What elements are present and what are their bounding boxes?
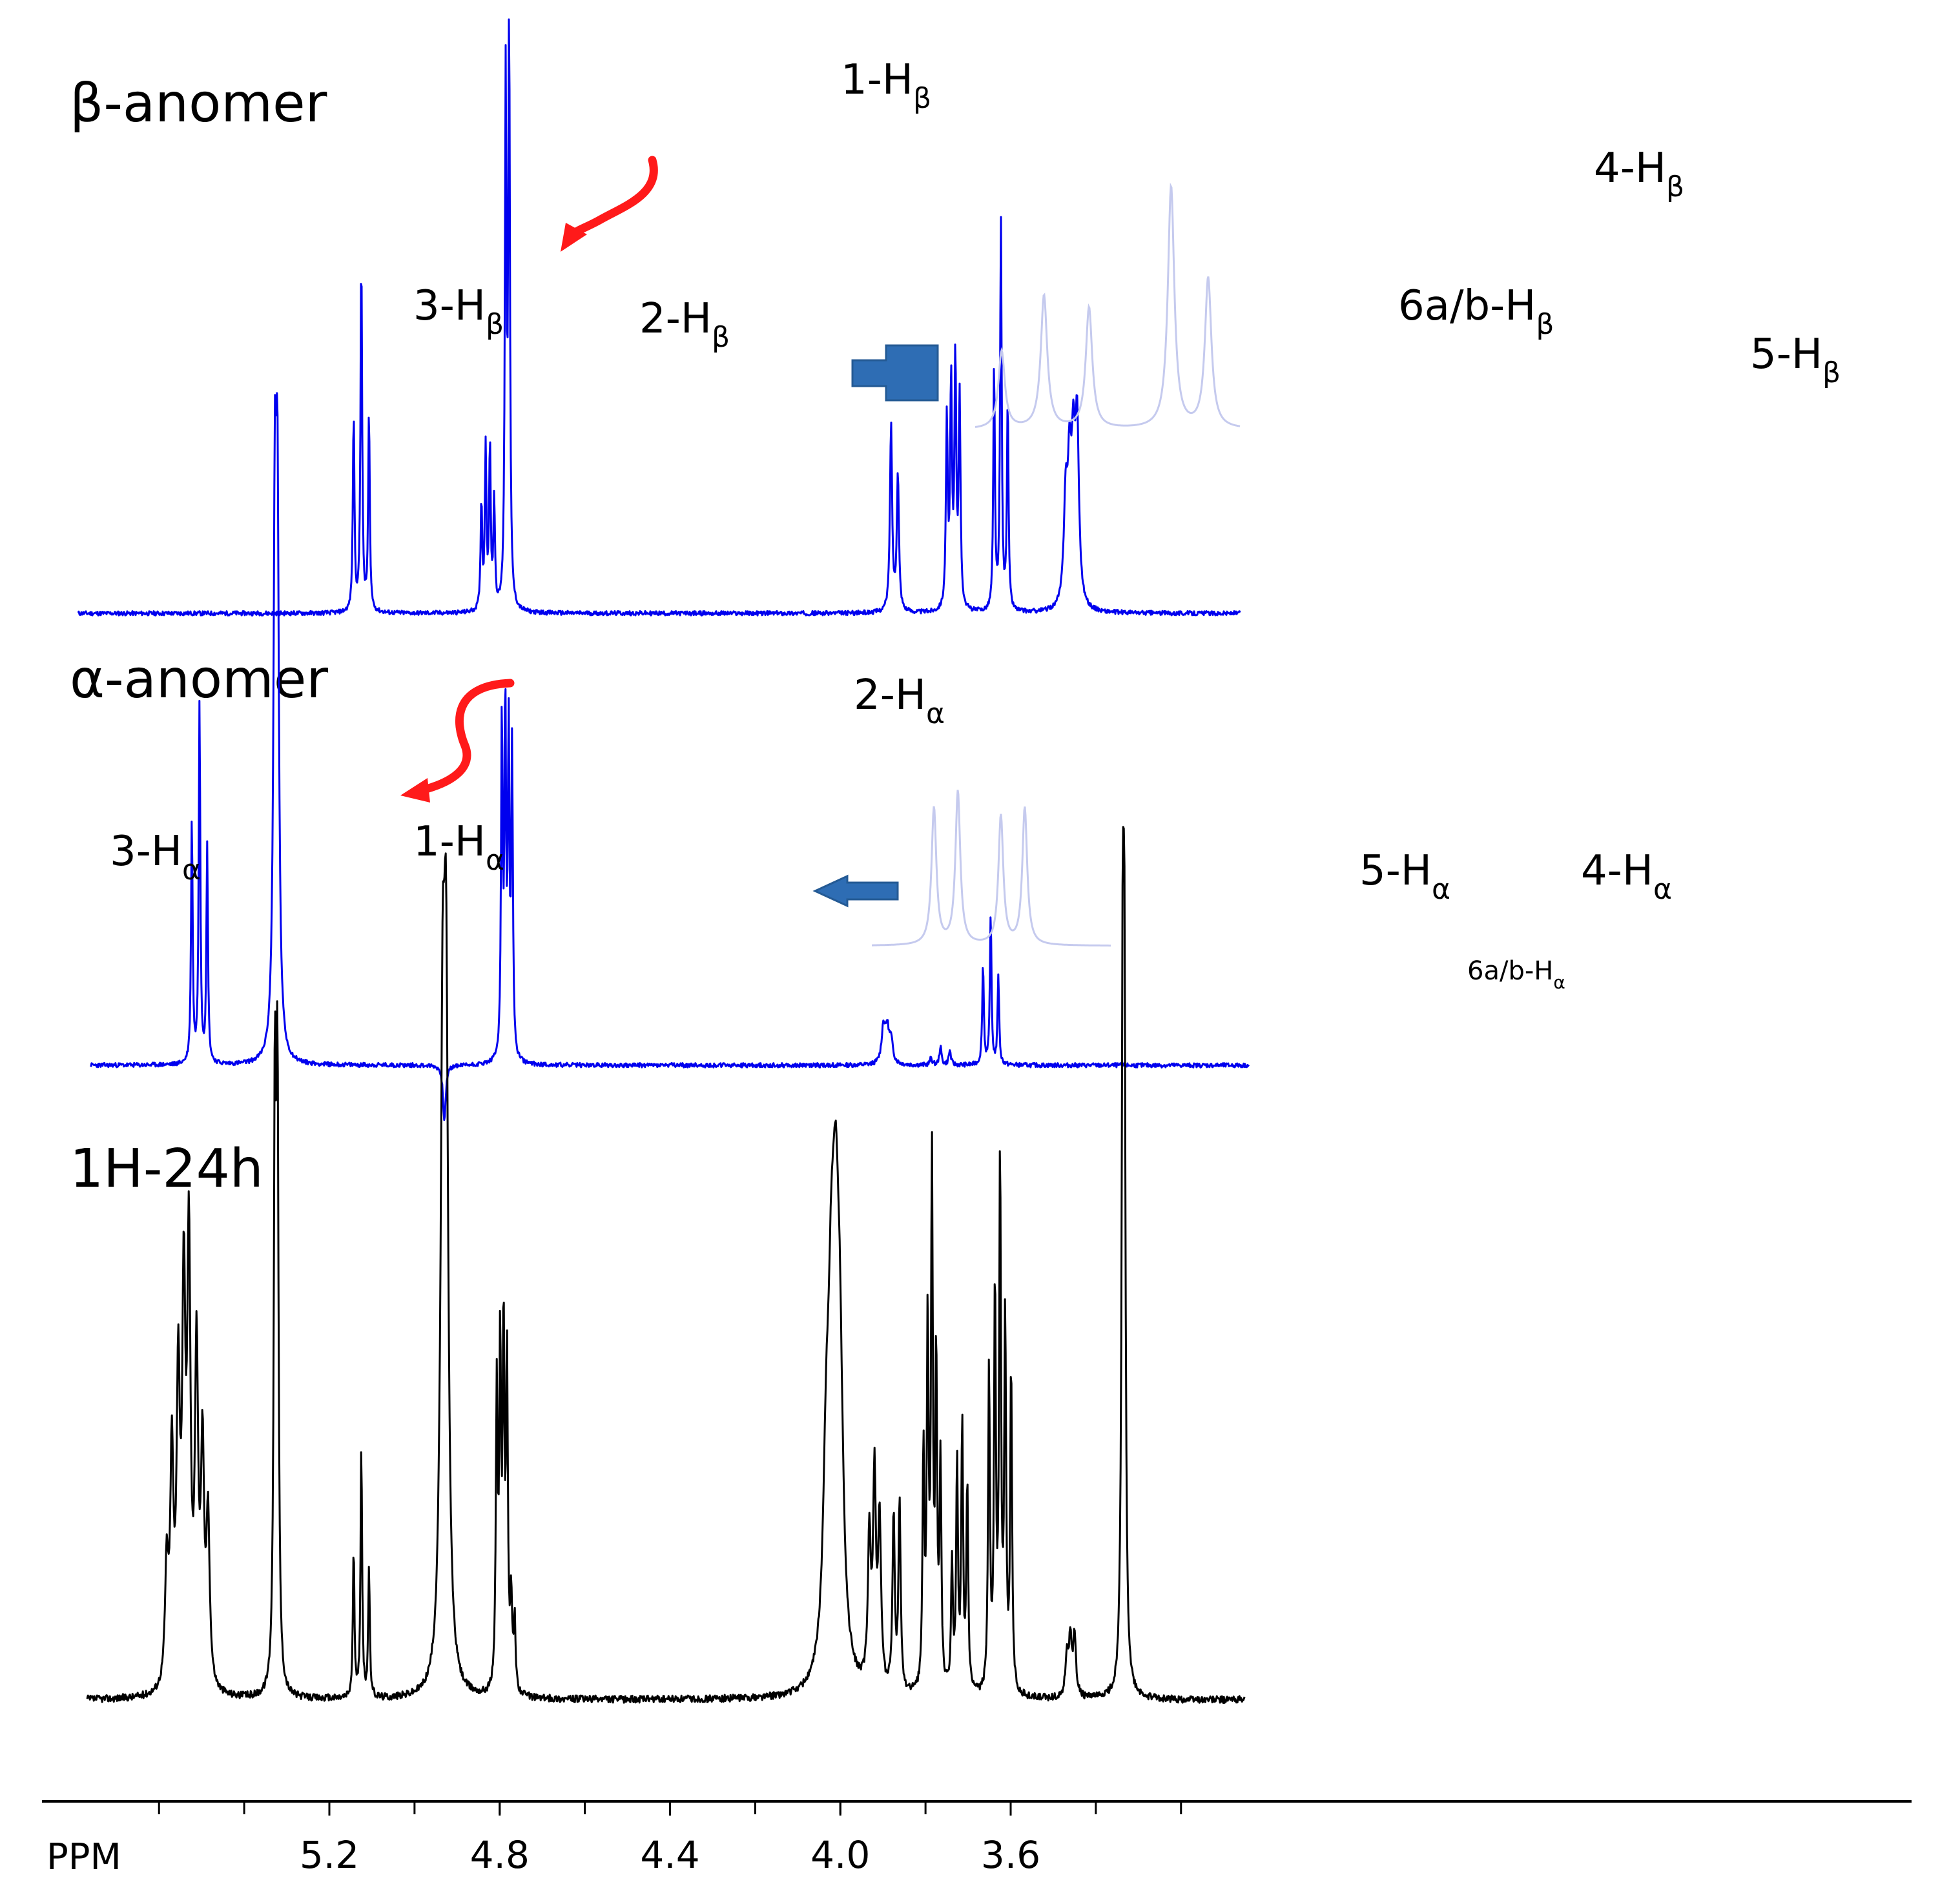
inset-trace-1 <box>872 790 1111 947</box>
peak-label-2-h-alpha: 2-Hα <box>854 671 945 730</box>
peak-label-1-h-beta: 1-Hβ <box>841 56 931 115</box>
x-axis: 5.2 4.8 4.4 4.0 3.6 <box>42 1800 1912 1877</box>
peak-label-2-h-beta: 2-Hβ <box>639 295 730 354</box>
block-arrow-beta <box>851 344 939 402</box>
peak-label-6ab-h-beta: 6a/b-Hβ <box>1398 282 1554 341</box>
block-arrow-alpha <box>812 874 899 908</box>
peak-label-4-h-alpha: 4-Hα <box>1581 847 1672 906</box>
peak-label-5-h-alpha: 5-Hα <box>1359 847 1450 906</box>
beta-panel-title: β-anomer <box>70 73 327 134</box>
axis-tick-label: 3.6 <box>981 1833 1040 1877</box>
curved-arrow-beta <box>561 156 658 252</box>
peak-label-4-h-beta: 4-Hβ <box>1594 145 1684 203</box>
spectrum-trace-1 <box>90 392 1250 1121</box>
curved-arrow-alpha <box>400 679 515 803</box>
spectrum-trace-2 <box>86 826 1246 1705</box>
spectrum-trace-0 <box>77 18 1241 617</box>
axis-tick-label: 4.4 <box>640 1833 699 1877</box>
multiplet-insets <box>872 182 1241 947</box>
peak-label-5-h-beta: 5-Hβ <box>1750 331 1841 389</box>
peak-label-1-h-alpha: 1-Hα <box>413 818 504 877</box>
inset-trace-0 <box>975 182 1241 428</box>
spectrum-traces <box>77 18 1250 1705</box>
peak-label-3-h-alpha: 3-Hα <box>110 828 201 886</box>
peak-label-6ab-h-alpha: 6a/b-Hα <box>1467 956 1565 993</box>
axis-tick-label: 4.0 <box>810 1833 870 1877</box>
reference-panel-title: 1H-24h <box>70 1138 263 1200</box>
x-axis-label: PPM <box>46 1836 121 1878</box>
axis-tick-label: 5.2 <box>300 1833 359 1877</box>
axis-tick-label: 4.8 <box>470 1833 530 1877</box>
peak-label-3-h-beta: 3-Hβ <box>413 282 504 341</box>
